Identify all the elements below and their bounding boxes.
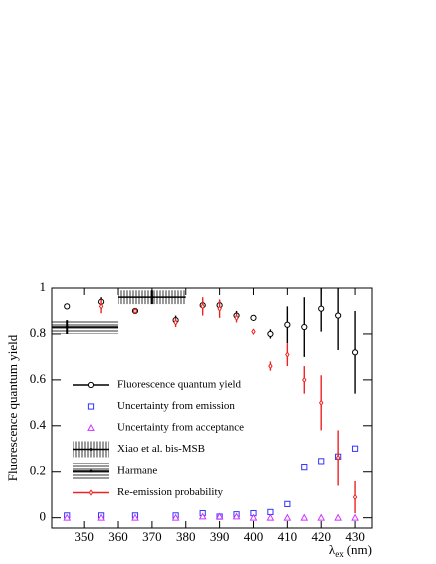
legend: Fluorescence quantum yield Uncertainty fr… <box>73 379 244 498</box>
marker <box>268 362 273 370</box>
y-axis-title: Fluorescence quantum yield <box>5 334 20 481</box>
x-axis-unit: (nm) <box>347 542 372 557</box>
legend-label: Fluorescence quantum yield <box>117 379 242 391</box>
marker <box>173 319 178 326</box>
x-tick-label: 390 <box>210 529 230 544</box>
marker <box>97 513 105 521</box>
marker <box>249 513 258 521</box>
marker <box>200 303 205 310</box>
y-tick-label: 1 <box>40 279 47 294</box>
x-tick-label: 370 <box>142 529 162 544</box>
marker <box>65 325 69 329</box>
marker <box>283 513 292 521</box>
plot-area <box>52 288 359 521</box>
marker <box>302 376 307 384</box>
marker <box>352 493 358 501</box>
legend-marker <box>87 403 95 410</box>
marker <box>267 330 274 338</box>
x-tick-label: 350 <box>74 529 94 544</box>
y-tick-label: 0.8 <box>30 325 46 340</box>
marker <box>284 321 291 328</box>
marker <box>232 512 241 520</box>
y-tick-label: 0.6 <box>30 371 47 386</box>
marker <box>131 513 139 521</box>
marker <box>318 305 325 312</box>
marker <box>217 305 222 312</box>
legend-marker <box>88 489 94 496</box>
x-axis-subscript: ex <box>335 549 344 559</box>
marker <box>171 513 180 521</box>
x-tick-label: 360 <box>108 529 128 544</box>
x-tick-label: 430 <box>345 529 365 544</box>
legend-label: Uncertainty from emission <box>117 400 235 412</box>
legend-marker <box>89 469 93 473</box>
legend-label: Xiao et al. bis-MSB <box>117 443 205 455</box>
legend-label: Uncertainty from acceptance <box>117 422 244 434</box>
x-axis-title: λex (nm) <box>329 542 372 559</box>
marker <box>98 303 104 310</box>
marker <box>150 295 154 299</box>
marker <box>300 513 309 521</box>
y-tick-label: 0.2 <box>30 463 46 478</box>
marker <box>351 349 359 356</box>
x-tick-label: 420 <box>311 529 331 544</box>
marker <box>215 512 224 520</box>
marker <box>317 513 326 521</box>
y-tick-label: 0 <box>40 509 47 524</box>
marker <box>334 513 342 521</box>
x-axis-symbol: λ <box>329 542 336 557</box>
marker <box>301 323 308 331</box>
marker <box>132 307 138 315</box>
marker <box>285 351 290 358</box>
marker <box>251 328 256 335</box>
plot-frame <box>51 287 373 529</box>
x-tick-label: 380 <box>176 529 196 544</box>
marker <box>335 454 341 462</box>
marker <box>351 445 359 452</box>
marker <box>64 303 71 310</box>
marker <box>335 312 342 319</box>
legend-label: Re-emission probability <box>117 486 224 498</box>
marker <box>284 500 291 507</box>
legend-label: Harmane <box>117 465 157 477</box>
marker <box>198 512 207 520</box>
legend-marker <box>87 423 95 431</box>
marker <box>63 513 72 521</box>
marker <box>234 314 239 322</box>
x-tick-label: 400 <box>244 529 264 544</box>
marker <box>318 458 325 465</box>
marker <box>301 464 308 471</box>
marker <box>250 314 257 321</box>
x-tick-label: 410 <box>278 529 298 544</box>
marker <box>266 513 275 521</box>
marker <box>351 513 359 521</box>
marker <box>319 399 324 407</box>
y-tick-label: 0.4 <box>30 417 47 432</box>
legend-marker <box>87 381 95 389</box>
legend-marker <box>89 448 93 451</box>
